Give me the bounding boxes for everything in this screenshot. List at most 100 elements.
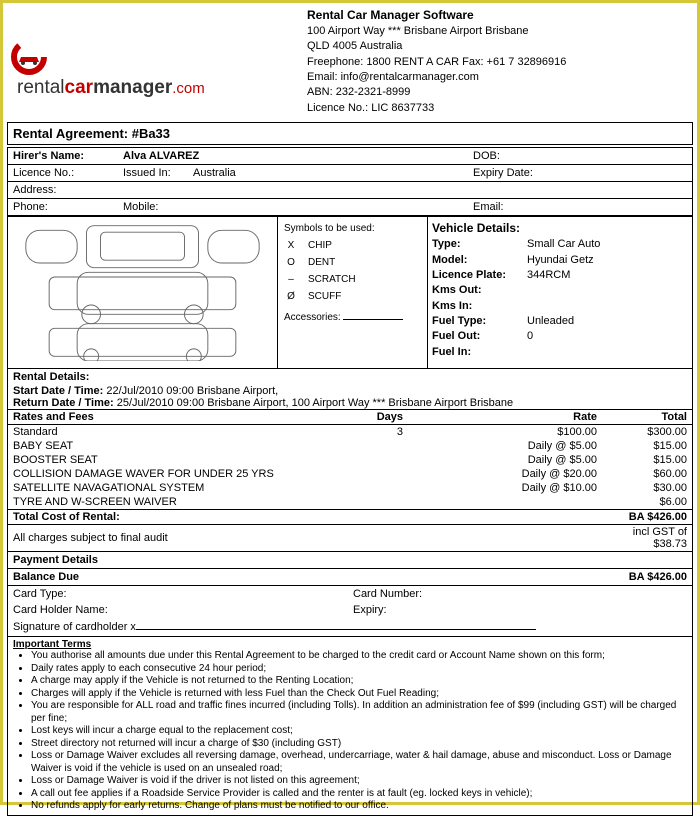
logo-car-text: car — [65, 77, 94, 98]
signature: Signature of cardholder x — [13, 621, 136, 633]
agreement-title: Rental Agreement: #Ba33 — [8, 123, 692, 144]
payment-section: Payment Details Balance Due BA $426.00 C… — [7, 552, 693, 637]
phone-label: Phone: — [8, 199, 118, 215]
charge-total: $15.00 — [602, 453, 692, 467]
term-item: Loss or Damage Waiver is void if the dri… — [31, 775, 687, 788]
total-label: Total Cost of Rental: — [8, 510, 602, 525]
charge-item: Standard — [8, 425, 328, 440]
total-value: BA $426.00 — [602, 510, 692, 525]
charge-item: BOOSTER SEAT — [8, 453, 328, 467]
issued-label: Issued In: — [118, 165, 188, 181]
kmsin-label: Kms In: — [432, 299, 527, 314]
charge-row: BABY SEATDaily @ $5.00$15.00 — [8, 439, 692, 453]
type-value: Small Car Auto — [527, 237, 600, 252]
start-value: 22/Jul/2010 09:00 Brisbane Airport, — [106, 385, 278, 397]
model-label: Model: — [432, 253, 527, 268]
accessories-label: Accessories: — [284, 312, 341, 323]
term-item: A charge may apply if the Vehicle is not… — [31, 675, 687, 688]
start-label: Start Date / Time: — [13, 385, 103, 397]
symbols-legend: Symbols to be used: XCHIP ODENT –SCRATCH… — [278, 217, 428, 368]
plate-value: 344RCM — [527, 268, 570, 283]
email: Email: info@rentalcarmanager.com — [307, 70, 566, 85]
hirer-name-label: Hirer's Name: — [8, 148, 118, 164]
fuelout-value: 0 — [527, 329, 533, 344]
fueltype-value: Unleaded — [527, 314, 574, 329]
hirer-email-label: Email: — [468, 199, 509, 215]
terms-list: You authorise all amounts due under this… — [13, 650, 687, 813]
symbols-heading: Symbols to be used: — [284, 223, 421, 234]
charge-rate: Daily @ $5.00 — [408, 439, 602, 453]
charge-item: COLLISION DAMAGE WAVER FOR UNDER 25 YRS — [8, 467, 328, 481]
scuff-label: SCUFF — [308, 291, 341, 302]
issued-value: Australia — [188, 165, 468, 181]
document: rentalcarmanager.com Rental Car Manager … — [0, 0, 700, 805]
term-item: A call out fee applies if a Roadside Ser… — [31, 788, 687, 801]
charge-row: TYRE AND W-SCREEN WAIVER $6.00 — [8, 495, 692, 510]
dent-label: DENT — [308, 257, 335, 268]
return-label: Return Date / Time: — [13, 397, 114, 409]
balance-value: BA $426.00 — [629, 571, 687, 583]
scuff-icon: Ø — [284, 291, 298, 302]
charge-rate: $100.00 — [408, 425, 602, 440]
charge-days — [328, 453, 408, 467]
fuelin-label: Fuel In: — [432, 345, 527, 360]
rental-heading: Rental Details: — [8, 369, 692, 385]
col-days: Days — [328, 410, 408, 425]
mobile-label: Mobile: — [118, 199, 468, 215]
logo-rental-text: rental — [17, 77, 65, 98]
company-info: Rental Car Manager Software 100 Airport … — [307, 7, 566, 116]
vehicle-section: Symbols to be used: XCHIP ODENT –SCRATCH… — [7, 216, 693, 369]
term-item: Charges will apply if the Vehicle is ret… — [31, 688, 687, 701]
term-item: You are responsible for ALL road and tra… — [31, 700, 687, 725]
charge-total: $60.00 — [602, 467, 692, 481]
charge-days — [328, 439, 408, 453]
charge-row: SATELLITE NAVAGATIONAL SYSTEMDaily @ $10… — [8, 481, 692, 495]
vehicle-details: Vehicle Details: Type:Small Car Auto Mod… — [428, 217, 692, 368]
charge-total: $30.00 — [602, 481, 692, 495]
col-rate: Rate — [408, 410, 602, 425]
scratch-icon: – — [284, 274, 298, 285]
term-item: Daily rates apply to each consecutive 24… — [31, 663, 687, 676]
logo-com-text: .com — [172, 80, 205, 97]
vehicle-heading: Vehicle Details: — [432, 221, 688, 235]
dob-label: DOB: — [468, 148, 505, 164]
holder: Card Holder Name: — [13, 604, 353, 616]
cardno: Card Number: — [353, 588, 422, 600]
term-item: Lost keys will incur a charge equal to t… — [31, 725, 687, 738]
charge-row: BOOSTER SEAT Daily @ $5.00$15.00 — [8, 453, 692, 467]
charge-total: $6.00 — [602, 495, 692, 510]
charges-table: Rates and Fees Days Rate Total Standard3… — [8, 409, 692, 551]
freephone: Freephone: 1800 RENT A CAR Fax: +61 7 32… — [307, 55, 566, 70]
scratch-label: SCRATCH — [308, 274, 356, 285]
charge-item: TYRE AND W-SCREEN WAIVER — [8, 495, 328, 510]
charge-rate — [408, 495, 602, 510]
cardtype: Card Type: — [13, 588, 353, 600]
type-label: Type: — [432, 237, 527, 252]
term-item: Loss or Damage Waiver excludes all rever… — [31, 750, 687, 775]
fueltype-label: Fuel Type: — [432, 314, 527, 329]
hirer-name-value: Alva ALVAREZ — [118, 148, 468, 164]
charge-days — [328, 481, 408, 495]
charge-row: COLLISION DAMAGE WAVER FOR UNDER 25 YRSD… — [8, 467, 692, 481]
charge-rate: Daily @ $5.00 — [408, 453, 602, 467]
abn: ABN: 232-2321-8999 — [307, 85, 566, 100]
licence-label: Licence No.: — [8, 165, 118, 181]
card-expiry: Expiry: — [353, 604, 387, 616]
return-value: 25/Jul/2010 09:00 Brisbane Airport, 100 … — [117, 397, 513, 409]
charge-total: $300.00 — [602, 425, 692, 440]
payment-heading: Payment Details — [8, 552, 692, 569]
hirer-section: Hirer's Name: Alva ALVAREZ DOB: Licence … — [7, 147, 693, 216]
chip-icon: X — [284, 240, 298, 251]
term-item: Street directory not returned will incur… — [31, 738, 687, 751]
logo: rentalcarmanager.com — [7, 7, 287, 116]
terms-heading: Important Terms — [13, 639, 687, 650]
charge-days — [328, 495, 408, 510]
expiry-label: Expiry Date: — [468, 165, 538, 181]
logo-icon — [9, 37, 49, 77]
chip-label: CHIP — [308, 240, 332, 251]
col-total: Total — [602, 410, 692, 425]
kmsout-label: Kms Out: — [432, 283, 527, 298]
charge-total: $15.00 — [602, 439, 692, 453]
charge-days: 3 — [328, 425, 408, 440]
term-item: No refunds apply for early returns. Chan… — [31, 800, 687, 813]
